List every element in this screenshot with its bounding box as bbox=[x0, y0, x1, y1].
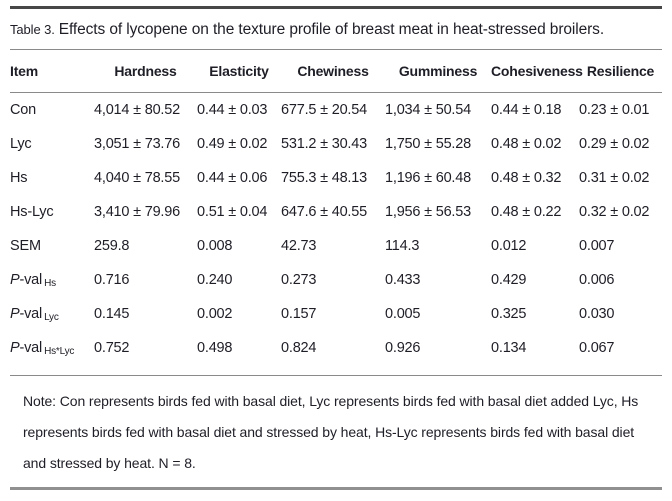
row-item-label: P-val Lyc bbox=[10, 306, 59, 323]
cell-value: 0.429 bbox=[491, 272, 527, 288]
item-subscript: Lyc bbox=[44, 312, 59, 323]
cell-value: 647.6 ± 40.55 bbox=[281, 204, 367, 220]
cell-value: 259.8 bbox=[94, 238, 130, 254]
table-row: P-val Hs 0.716 0.240 0.273 0.433 0.429 0.006 bbox=[10, 263, 662, 297]
cell-value: 0.44 ± 0.03 bbox=[197, 102, 268, 118]
cell-value: 0.273 bbox=[281, 272, 317, 288]
cell-value: 0.48 ± 0.22 bbox=[491, 204, 562, 220]
cell-value: 0.007 bbox=[579, 238, 615, 254]
cell-value: 0.030 bbox=[579, 306, 615, 322]
cell-value: 0.29 ± 0.02 bbox=[579, 136, 650, 152]
cell-value: 0.145 bbox=[94, 306, 130, 322]
cell-value: 0.008 bbox=[197, 238, 233, 254]
cell-value: 0.716 bbox=[94, 272, 130, 288]
item-subscript: Hs*Lyc bbox=[44, 346, 75, 357]
column-header-resilience: Resilience bbox=[579, 50, 662, 93]
cell-value: 4,014 ± 80.52 bbox=[94, 102, 180, 118]
column-header-chewiness: Chewiness bbox=[281, 50, 385, 93]
cell-value: 0.48 ± 0.32 bbox=[491, 170, 562, 186]
cell-value: 1,956 ± 56.53 bbox=[385, 204, 471, 220]
row-item-label: P-val Hs bbox=[10, 272, 56, 289]
table-caption-text: Effects of lycopene on the texture profi… bbox=[58, 21, 605, 38]
cell-value: 0.498 bbox=[197, 340, 233, 356]
table-row: Hs-Lyc 3,410 ± 79.96 0.51 ± 0.04 647.6 ± 40… bbox=[10, 195, 662, 229]
table-note: Note: Con represents birds fed with basa… bbox=[23, 393, 639, 471]
caption-divider-rule bbox=[10, 49, 662, 50]
top-rule bbox=[10, 6, 662, 9]
table-number-label: Table 3. bbox=[10, 22, 55, 37]
table-row: SEM 259.8 0.008 42.73 114.3 0.012 0.007 bbox=[10, 229, 662, 263]
cell-value: 0.44 ± 0.06 bbox=[197, 170, 268, 186]
cell-value: 1,750 ± 55.28 bbox=[385, 136, 471, 152]
cell-value: 3,051 ± 73.76 bbox=[94, 136, 180, 152]
cell-value: 0.433 bbox=[385, 272, 421, 288]
cell-value: 0.926 bbox=[385, 340, 421, 356]
cell-value: 114.3 bbox=[385, 238, 420, 254]
row-item-label: Lyc bbox=[10, 136, 32, 152]
texture-profile-table: Item Hardness Elasticity Chewiness Gumminess… bbox=[10, 50, 662, 376]
table-caption: Table 3. Effects of lycopene on the textu… bbox=[10, 9, 662, 49]
cell-value: 4,040 ± 78.55 bbox=[94, 170, 180, 186]
header-row: Item Hardness Elasticity Chewiness Gumminess… bbox=[10, 50, 662, 93]
cell-value: 677.5 ± 20.54 bbox=[281, 102, 367, 118]
row-item-label: Hs bbox=[10, 170, 28, 186]
paper-table-figure: Table 3. Effects of lycopene on the textu… bbox=[0, 6, 672, 501]
column-header-item: Item bbox=[10, 50, 94, 93]
cell-value: 0.752 bbox=[94, 340, 130, 356]
table-row: P-val Hs*Lyc 0.752 0.498 0.824 0.926 0.134 0.06… bbox=[10, 331, 662, 376]
cell-value: 0.49 ± 0.02 bbox=[197, 136, 268, 152]
row-item-label: SEM bbox=[10, 238, 41, 254]
row-item-label: Con bbox=[10, 102, 36, 118]
italic-p-label: P bbox=[10, 340, 20, 356]
cell-value: 1,196 ± 60.48 bbox=[385, 170, 471, 186]
table-row: P-val Lyc 0.145 0.002 0.157 0.005 0.325 0.030 bbox=[10, 297, 662, 331]
cell-value: 0.012 bbox=[491, 238, 527, 254]
cell-value: 0.002 bbox=[197, 306, 233, 322]
bottom-rule bbox=[10, 487, 662, 490]
column-header-cohesiveness: Cohesiveness bbox=[491, 50, 583, 93]
column-header-elasticity: Elasticity bbox=[197, 50, 281, 93]
cell-value: 0.23 ± 0.01 bbox=[579, 102, 650, 118]
cell-value: 42.73 bbox=[281, 238, 317, 254]
cell-value: 755.3 ± 48.13 bbox=[281, 170, 367, 186]
table-row: Con 4,014 ± 80.52 0.44 ± 0.03 677.5 ± 20.54… bbox=[10, 93, 662, 128]
cell-value: 0.31 ± 0.02 bbox=[579, 170, 650, 186]
cell-value: 0.44 ± 0.18 bbox=[491, 102, 562, 118]
cell-value: 531.2 ± 30.43 bbox=[281, 136, 367, 152]
column-header-gumminess: Gumminess bbox=[385, 50, 491, 93]
row-item-label: P-val Hs*Lyc bbox=[10, 340, 75, 357]
italic-p-label: P bbox=[10, 272, 20, 288]
cell-value: 0.32 ± 0.02 bbox=[579, 204, 650, 220]
table-row: Lyc 3,051 ± 73.76 0.49 ± 0.02 531.2 ± 30.43… bbox=[10, 127, 662, 161]
cell-value: 0.005 bbox=[385, 306, 421, 322]
cell-value: 0.134 bbox=[491, 340, 527, 356]
table-body: Con 4,014 ± 80.52 0.44 ± 0.03 677.5 ± 20.54… bbox=[10, 93, 662, 376]
cell-value: 0.157 bbox=[281, 306, 317, 322]
table-row: Hs 4,040 ± 78.55 0.44 ± 0.06 755.3 ± 48.13 1… bbox=[10, 161, 662, 195]
item-subscript: Hs bbox=[44, 278, 56, 289]
cell-value: 0.48 ± 0.02 bbox=[491, 136, 562, 152]
cell-value: 0.006 bbox=[579, 272, 615, 288]
cell-value: 1,034 ± 50.54 bbox=[385, 102, 471, 118]
cell-value: 0.240 bbox=[197, 272, 233, 288]
cell-value: 0.824 bbox=[281, 340, 317, 356]
cell-value: 0.325 bbox=[491, 306, 527, 322]
column-header-hardness: Hardness bbox=[94, 50, 197, 93]
row-item-label: Hs-Lyc bbox=[10, 204, 54, 220]
cell-value: 0.51 ± 0.04 bbox=[197, 204, 268, 220]
cell-value: 0.067 bbox=[579, 340, 615, 356]
italic-p-label: P bbox=[10, 306, 20, 322]
cell-value: 3,410 ± 79.96 bbox=[94, 204, 180, 220]
